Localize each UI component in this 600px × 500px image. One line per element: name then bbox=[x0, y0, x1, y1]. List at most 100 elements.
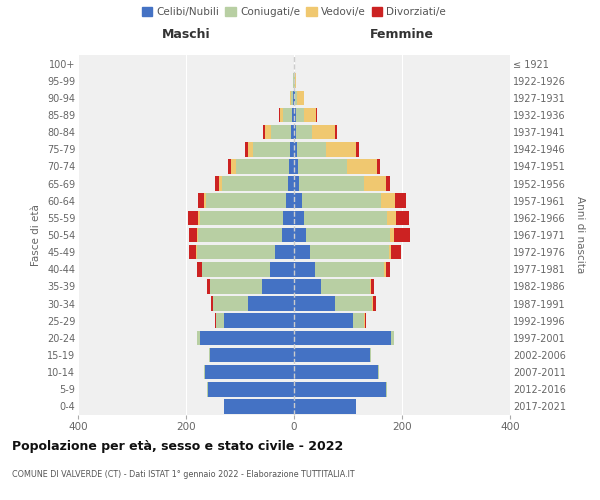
Bar bbox=[294, 348, 370, 362]
Bar bbox=[188, 210, 198, 225]
Bar bbox=[294, 279, 321, 293]
Bar bbox=[219, 176, 221, 191]
Bar bbox=[296, 108, 304, 122]
Bar bbox=[388, 210, 395, 225]
Bar bbox=[263, 125, 265, 140]
Bar bbox=[224, 314, 294, 328]
Bar bbox=[370, 348, 371, 362]
Bar bbox=[202, 262, 270, 276]
Y-axis label: Anni di nascita: Anni di nascita bbox=[575, 196, 585, 274]
Bar bbox=[209, 348, 211, 362]
Bar bbox=[221, 176, 287, 191]
Bar bbox=[290, 90, 291, 105]
Bar bbox=[188, 228, 197, 242]
Bar bbox=[395, 194, 406, 208]
Bar bbox=[321, 279, 370, 293]
Bar bbox=[378, 365, 379, 380]
Bar bbox=[292, 125, 294, 140]
Bar bbox=[304, 108, 316, 122]
Bar bbox=[389, 245, 391, 260]
Bar bbox=[294, 330, 391, 345]
Bar bbox=[290, 142, 294, 156]
Bar bbox=[205, 365, 294, 380]
Bar bbox=[197, 330, 199, 345]
Bar bbox=[386, 262, 390, 276]
Bar bbox=[291, 90, 293, 105]
Bar bbox=[292, 108, 294, 122]
Bar bbox=[335, 125, 337, 140]
Bar bbox=[313, 125, 335, 140]
Bar bbox=[197, 228, 199, 242]
Bar bbox=[245, 142, 248, 156]
Bar bbox=[208, 382, 294, 396]
Bar bbox=[294, 159, 298, 174]
Bar bbox=[389, 228, 394, 242]
Y-axis label: Fasce di età: Fasce di età bbox=[31, 204, 41, 266]
Bar bbox=[265, 125, 271, 140]
Bar bbox=[386, 176, 390, 191]
Bar bbox=[204, 365, 205, 380]
Bar bbox=[294, 228, 306, 242]
Bar bbox=[286, 194, 294, 208]
Bar bbox=[197, 245, 275, 260]
Text: Maschi: Maschi bbox=[161, 28, 211, 40]
Bar bbox=[364, 176, 386, 191]
Bar bbox=[296, 142, 326, 156]
Bar bbox=[386, 382, 387, 396]
Bar bbox=[294, 262, 314, 276]
Bar bbox=[224, 399, 294, 413]
Bar bbox=[370, 279, 371, 293]
Bar bbox=[299, 176, 364, 191]
Bar bbox=[232, 159, 236, 174]
Bar bbox=[394, 228, 410, 242]
Bar bbox=[347, 159, 377, 174]
Bar bbox=[211, 279, 262, 293]
Bar bbox=[295, 74, 296, 88]
Bar bbox=[280, 108, 283, 122]
Bar bbox=[356, 142, 359, 156]
Bar bbox=[253, 142, 290, 156]
Bar bbox=[377, 159, 380, 174]
Bar bbox=[326, 142, 356, 156]
Bar bbox=[227, 159, 232, 174]
Bar bbox=[270, 262, 294, 276]
Bar bbox=[294, 365, 378, 380]
Bar bbox=[395, 210, 409, 225]
Bar bbox=[391, 330, 394, 345]
Bar bbox=[304, 210, 388, 225]
Bar bbox=[198, 210, 199, 225]
Bar bbox=[289, 159, 294, 174]
Bar bbox=[316, 108, 317, 122]
Bar bbox=[199, 228, 282, 242]
Bar bbox=[298, 159, 347, 174]
Bar bbox=[248, 142, 253, 156]
Bar bbox=[294, 210, 304, 225]
Bar bbox=[199, 194, 204, 208]
Bar bbox=[294, 245, 310, 260]
Bar bbox=[302, 194, 382, 208]
Bar bbox=[297, 90, 304, 105]
Legend: Celibi/Nubili, Coniugati/e, Vedovi/e, Divorziati/e: Celibi/Nubili, Coniugati/e, Vedovi/e, Di… bbox=[137, 2, 451, 21]
Bar bbox=[306, 228, 389, 242]
Bar bbox=[199, 330, 294, 345]
Text: Popolazione per età, sesso e stato civile - 2022: Popolazione per età, sesso e stato civil… bbox=[12, 440, 343, 453]
Bar bbox=[283, 108, 292, 122]
Bar bbox=[294, 125, 296, 140]
Bar bbox=[211, 296, 213, 311]
Bar bbox=[271, 125, 292, 140]
Bar bbox=[287, 176, 294, 191]
Bar bbox=[279, 108, 280, 122]
Bar bbox=[199, 210, 283, 225]
Bar bbox=[383, 262, 386, 276]
Bar bbox=[206, 194, 286, 208]
Bar bbox=[294, 194, 302, 208]
Text: COMUNE DI VALVERDE (CT) - Dati ISTAT 1° gennaio 2022 - Elaborazione TUTTITALIA.I: COMUNE DI VALVERDE (CT) - Dati ISTAT 1° … bbox=[12, 470, 355, 479]
Bar bbox=[371, 279, 374, 293]
Bar bbox=[294, 142, 296, 156]
Bar bbox=[206, 279, 210, 293]
Bar bbox=[189, 245, 196, 260]
Bar bbox=[294, 176, 299, 191]
Bar bbox=[294, 382, 386, 396]
Bar bbox=[282, 228, 294, 242]
Bar bbox=[294, 296, 335, 311]
